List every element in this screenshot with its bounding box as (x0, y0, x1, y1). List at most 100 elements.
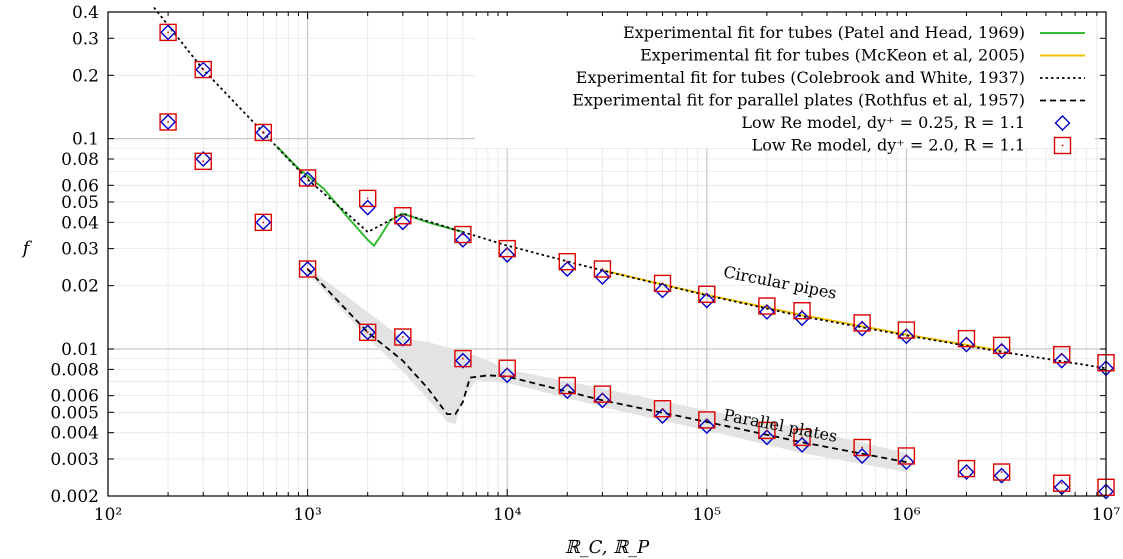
square-marker (394, 328, 412, 346)
square-marker (298, 260, 317, 278)
square-marker-dot (861, 322, 864, 324)
square-marker (1053, 345, 1071, 364)
series-line-0 (275, 145, 464, 248)
diamond-marker (195, 61, 212, 78)
square-marker-dot (765, 305, 768, 307)
y-tick-label: 0.002 (50, 487, 99, 507)
diamond-marker (898, 328, 915, 345)
square-marker (454, 349, 472, 368)
y-tick-label: 0.02 (61, 277, 99, 297)
square-marker (853, 314, 871, 332)
square-marker-dot (661, 282, 664, 285)
x-axis-label: ℝ_C, ℝ_P (565, 537, 650, 558)
square-marker-dot (262, 131, 265, 134)
square-marker-dot (401, 214, 404, 217)
square-marker-dot (462, 233, 464, 236)
square-marker-dot (262, 221, 265, 224)
square-marker (793, 428, 811, 447)
square-marker-dot (1060, 353, 1063, 356)
square-marker-dot (306, 177, 309, 179)
y-tick-label: 0.04 (61, 213, 99, 233)
diamond-marker (794, 436, 811, 453)
square-marker (1053, 474, 1071, 492)
legend-label-1: Experimental fit for tubes (McKeon et al… (640, 46, 1025, 65)
diamond-marker (499, 367, 516, 384)
legend-label-4: Low Re model, dy⁺ = 0.25, R = 1.1 (741, 113, 1025, 132)
square-marker (358, 189, 377, 208)
diamond-marker (359, 199, 376, 216)
square-marker-dot (202, 68, 205, 71)
square-marker (394, 207, 412, 225)
diamond-marker (1053, 352, 1070, 369)
square-marker-dot (366, 331, 369, 334)
square-marker (358, 323, 377, 342)
square-marker-dot (167, 31, 169, 34)
y-tick-label: 0.3 (72, 29, 99, 49)
square-marker-dot (401, 336, 404, 338)
y-tick-label: 0.01 (61, 340, 99, 360)
diamond-marker (454, 231, 471, 248)
square-marker-dot (905, 455, 908, 457)
diamond-marker (654, 408, 671, 425)
legend-background (475, 16, 1095, 148)
square-marker (758, 421, 776, 440)
y-tick-label: 0.03 (61, 240, 99, 260)
x-tick-label: 10⁶ (892, 505, 921, 525)
square-marker-dot (366, 197, 369, 200)
square-marker-dot (905, 329, 908, 331)
square-marker (159, 23, 177, 42)
scatter-bands (307, 267, 907, 473)
square-marker-dot (705, 293, 708, 296)
square-marker-dot (1000, 344, 1003, 347)
square-marker (558, 252, 576, 271)
diamond-marker (898, 454, 915, 471)
diamond-marker (958, 336, 975, 353)
square-marker (159, 113, 177, 131)
square-marker-dot (306, 268, 309, 270)
diamond-marker (299, 261, 316, 277)
square-marker (254, 213, 273, 232)
square-marker (698, 285, 716, 303)
square-marker-dot (462, 357, 464, 360)
square-marker (758, 297, 776, 315)
y-tick-label: 0.06 (61, 176, 99, 196)
legend-swatch-4 (1054, 115, 1071, 131)
diamond-marker (794, 310, 811, 327)
square-marker (992, 463, 1011, 481)
y-tick-label: 0.05 (61, 193, 99, 213)
diamond-marker (958, 464, 975, 481)
square-marker (653, 274, 672, 293)
square-marker (897, 447, 916, 465)
y-tick-label: 0.003 (50, 450, 99, 470)
square-marker (254, 123, 273, 142)
square-marker (593, 260, 612, 278)
square-marker-dot (566, 260, 569, 263)
diamond-marker (698, 292, 715, 309)
square-marker-dot (765, 429, 768, 432)
square-marker-dot (965, 337, 968, 340)
diamond-marker (394, 214, 411, 231)
legend-swatch-5 (1053, 136, 1072, 155)
legend-label-2: Experimental fit for tubes (Colebrook an… (576, 68, 1025, 87)
diamond-marker (854, 447, 871, 464)
square-marker (194, 152, 212, 171)
plot-frame (107, 11, 1107, 497)
legend: Experimental fit for tubes (Patel and He… (475, 16, 1095, 155)
legend-swatch-5-dot (1061, 144, 1064, 147)
y-tick-label: 0.008 (50, 360, 99, 380)
square-marker (298, 169, 317, 187)
square-marker-dot (661, 407, 664, 410)
diamond-marker (654, 282, 671, 299)
square-marker (653, 400, 672, 418)
diamond-marker (758, 429, 775, 446)
square-marker-dot (601, 268, 604, 270)
y-axis-label: f (21, 238, 33, 259)
square-marker-dot (506, 247, 509, 250)
diamond-marker (454, 352, 471, 369)
y-tick-label: 0.004 (50, 424, 99, 444)
square-marker-dot (801, 436, 803, 439)
y-tick-label: 0.2 (72, 66, 99, 86)
series-line-3 (306, 268, 907, 463)
